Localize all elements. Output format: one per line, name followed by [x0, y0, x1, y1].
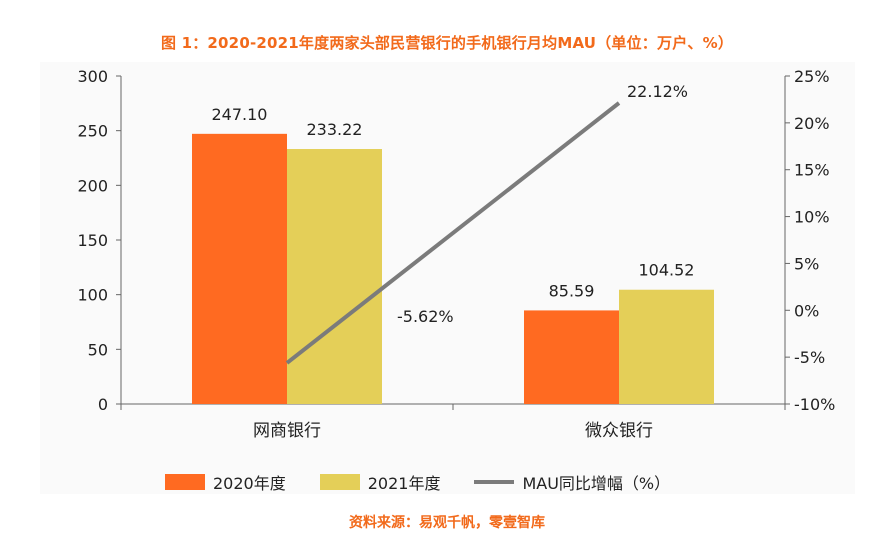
- right-tick-label: 5%: [794, 254, 819, 273]
- legend-swatch-2021: [319, 474, 360, 490]
- left-tick-label: 150: [77, 231, 108, 250]
- left-tick-label: 0: [98, 395, 108, 414]
- category-label: 网商银行: [253, 421, 321, 441]
- left-tick-label: 100: [77, 286, 108, 305]
- source-note: 资料来源：易观千帆，零壹智库: [349, 515, 545, 531]
- right-tick-label: 25%: [794, 67, 830, 86]
- right-tick-label: 0%: [794, 301, 819, 320]
- left-tick-label: 200: [77, 176, 108, 195]
- bar-value-label: 247.10: [212, 105, 268, 124]
- legend-label-2021: 2021年度: [367, 474, 441, 493]
- right-tick-label: 15%: [794, 161, 830, 180]
- chart-title: 图 1：2020-2021年度两家头部民营银行的手机银行月均MAU（单位：万户、…: [160, 34, 734, 52]
- legend-item-2020: 2020年度: [165, 470, 286, 494]
- legend-label-mau: MAU同比增幅（%）: [522, 474, 671, 493]
- right-tick-label: 20%: [794, 114, 830, 133]
- right-tick-label: -5%: [794, 348, 825, 367]
- bar-2021: [287, 149, 382, 404]
- right-tick-label: 10%: [794, 208, 830, 227]
- bar-value-label: 233.22: [307, 120, 363, 139]
- mau-growth-line: [285, 101, 621, 365]
- line-value-label: 22.12%: [627, 82, 688, 101]
- legend-swatch-mau: [474, 480, 515, 484]
- line-value-label: -5.62%: [397, 307, 454, 326]
- bar-2021: [619, 289, 714, 404]
- left-tick-label: 50: [88, 340, 108, 359]
- legend-swatch-2020: [165, 474, 205, 490]
- bar-value-label: 104.52: [639, 261, 695, 280]
- right-tick-label: -10%: [794, 395, 835, 414]
- plot-background: [40, 62, 855, 494]
- legend-item-mau: MAU同比增幅（%）: [474, 470, 670, 494]
- category-label: 微众银行: [585, 421, 653, 441]
- bar-value-label: 85.59: [549, 281, 595, 300]
- bar-2020: [192, 133, 287, 404]
- legend: 2020年度 2021年度 MAU同比增幅（%）: [165, 470, 704, 494]
- left-tick-label: 250: [77, 122, 108, 141]
- legend-label-2020: 2020年度: [213, 474, 286, 493]
- bar-2020: [524, 310, 619, 404]
- left-tick-label: 300: [77, 67, 108, 86]
- legend-item-2021: 2021年度: [319, 470, 441, 494]
